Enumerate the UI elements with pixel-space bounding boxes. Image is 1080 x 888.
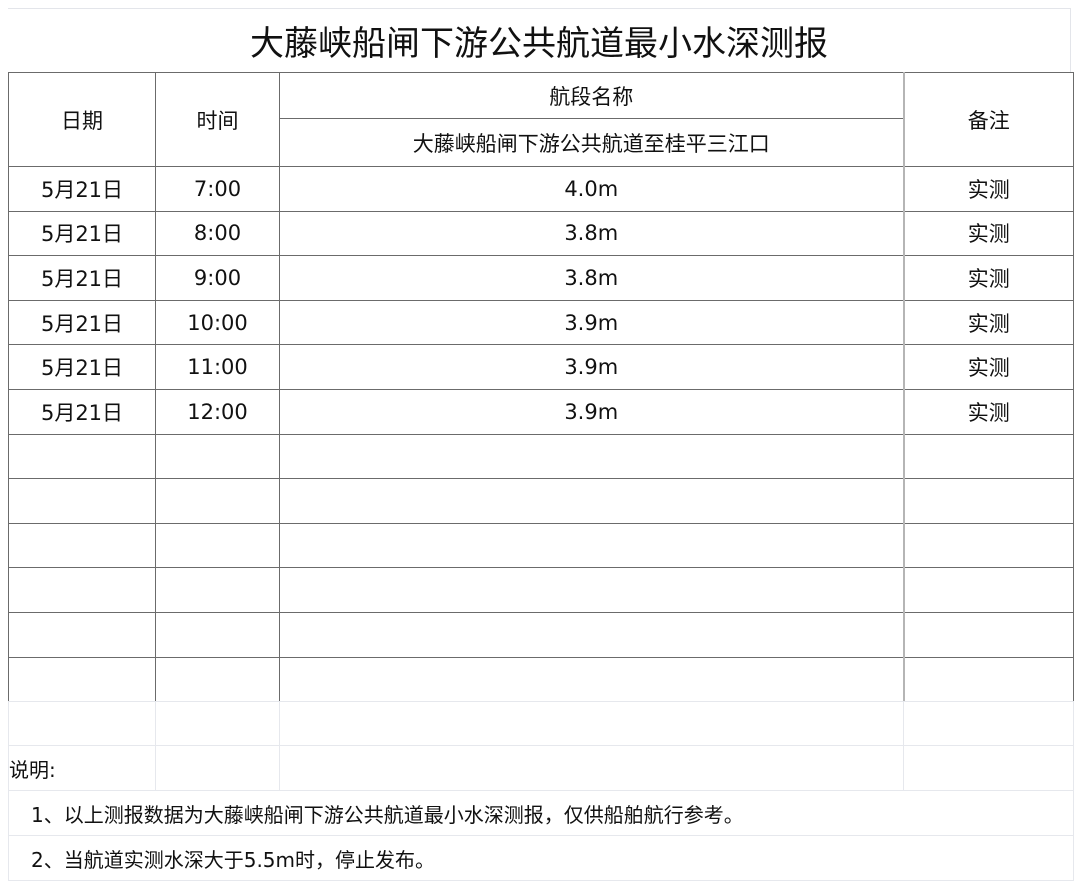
time-cell: [155, 478, 280, 524]
empty-row: [8, 478, 1074, 524]
time-cell: [155, 522, 280, 569]
date-cell: [8, 611, 156, 658]
remark-cell: 实测: [902, 388, 1074, 435]
remark-cell: 实测: [902, 210, 1074, 257]
remark-cell: 实测: [902, 255, 1074, 301]
note-item: 1、以上测报数据为大藤峡船闸下游公共航道最小水深测报，仅供船舶航行参考。: [8, 790, 1074, 836]
empty-row: [8, 611, 1074, 658]
remark-cell: [902, 433, 1074, 480]
remark-cell: 实测: [902, 299, 1074, 346]
date-cell: 5月21日: [8, 299, 156, 346]
empty-row: [8, 522, 1074, 569]
header-section-group: 航段名称: [279, 72, 904, 119]
depth-cell: 4.0m: [279, 166, 904, 212]
depth-cell: 3.9m: [279, 388, 904, 435]
depth-cell: 3.9m: [279, 299, 904, 346]
header-section: 大藤峡船闸下游公共航道至桂平三江口: [279, 118, 904, 167]
empty-row: [8, 567, 1074, 613]
date-cell: 5月21日: [8, 255, 156, 301]
date-cell: [8, 478, 156, 524]
time-cell: 8:00: [155, 210, 280, 257]
empty-row: [8, 433, 1074, 480]
empty-row: [8, 656, 1074, 703]
date-cell: [8, 433, 156, 480]
time-cell: 11:00: [155, 344, 280, 390]
remark-cell: 实测: [902, 166, 1074, 212]
depth-cell: [279, 567, 904, 613]
date-cell: 5月21日: [8, 344, 156, 390]
depth-cell: [279, 433, 904, 480]
notes-table: 说明: 1、以上测报数据为大藤峡船闸下游公共航道最小水深测报，仅供船舶航行参考。…: [8, 701, 1074, 881]
remark-cell: [902, 656, 1074, 703]
table-row: 5月21日 12:00 3.9m 实测: [8, 388, 1074, 435]
time-cell: [155, 611, 280, 658]
note-item: 2、当航道实测水深大于5.5m时，停止发布。: [8, 835, 1074, 881]
date-cell: 5月21日: [8, 210, 156, 257]
table-row: 5月21日 7:00 4.0m 实测: [8, 166, 1074, 212]
depth-table: 日期 时间 航段名称 备注 大藤峡船闸下游公共航道至桂平三江口 5月21日 7:0…: [8, 72, 1074, 703]
depth-cell: 3.8m: [279, 255, 904, 301]
time-cell: 7:00: [155, 166, 280, 212]
depth-cell: 3.8m: [279, 210, 904, 257]
remark-cell: [902, 611, 1074, 658]
table-row: 5月21日 11:00 3.9m 实测: [8, 344, 1074, 390]
remark-cell: [902, 478, 1074, 524]
time-cell: 10:00: [155, 299, 280, 346]
date-cell: [8, 522, 156, 569]
report-title: 大藤峡船闸下游公共航道最小水深测报: [8, 8, 1071, 72]
table-row: 5月21日 8:00 3.8m 实测: [8, 210, 1074, 257]
time-cell: [155, 433, 280, 480]
date-cell: 5月21日: [8, 388, 156, 435]
depth-cell: 3.9m: [279, 344, 904, 390]
header-time: 时间: [155, 72, 280, 167]
date-cell: [8, 656, 156, 703]
remark-cell: 实测: [902, 344, 1074, 390]
date-cell: 5月21日: [8, 166, 156, 212]
table-row: 5月21日 10:00 3.9m 实测: [8, 299, 1074, 346]
time-cell: 12:00: [155, 388, 280, 435]
table-row: 5月21日 9:00 3.8m 实测: [8, 255, 1074, 301]
date-cell: [8, 567, 156, 613]
header-remark: 备注: [902, 72, 1074, 167]
notes-label: 说明:: [8, 745, 156, 791]
time-cell: [155, 567, 280, 613]
time-cell: 9:00: [155, 255, 280, 301]
header-date: 日期: [8, 72, 156, 167]
depth-cell: [279, 656, 904, 703]
remark-cell: [902, 522, 1074, 569]
time-cell: [155, 656, 280, 703]
depth-cell: [279, 611, 904, 658]
remark-cell: [902, 567, 1074, 613]
depth-cell: [279, 522, 904, 569]
depth-cell: [279, 478, 904, 524]
